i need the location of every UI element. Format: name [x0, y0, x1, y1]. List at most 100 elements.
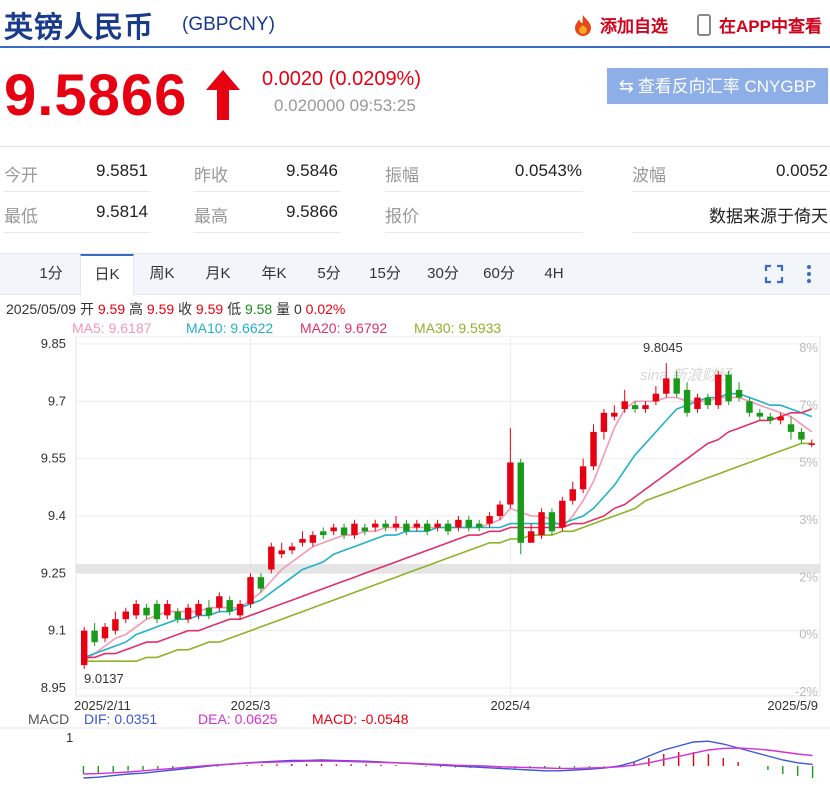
- reverse-rate-button[interactable]: ⇆ 查看反向汇率 CNYGBP: [607, 68, 828, 104]
- price-change: 0.0020 (0.0209%): [262, 68, 422, 90]
- tab-yearly-k[interactable]: 年K: [261, 265, 287, 282]
- candle-body: [153, 603, 161, 620]
- candle-body: [767, 416, 774, 421]
- pct-tick-label: 0%: [799, 627, 818, 642]
- x-axis-labels: 2025/2/11 2025/3 2025/4 2025/5/9: [74, 698, 818, 713]
- kline-chart[interactable]: sina 新浪财经 9.859.79.559.49.259.18.95 8%7%…: [0, 336, 830, 792]
- candle-body: [132, 603, 140, 616]
- divider: [0, 146, 830, 147]
- pair-name: 英镑人民币: [4, 12, 155, 44]
- pct-tick-label: 2%: [799, 569, 818, 584]
- candle-body: [694, 397, 701, 409]
- y-tick-label: 9.1: [48, 623, 66, 638]
- candle-body: [247, 577, 254, 604]
- open-in-app-label: 在APP中查看: [719, 17, 822, 36]
- candle-body: [704, 397, 712, 406]
- wave-value: 0.0052: [776, 161, 828, 180]
- up-arrow-icon: [206, 70, 240, 120]
- x-tick-label: 2025/4: [490, 698, 530, 713]
- pct-tick-label: -2%: [795, 684, 819, 699]
- candle-info: 2025/05/09 开 9.59 高 9.59 收 9.59 低 9.58 量…: [6, 299, 345, 319]
- y-tick-label: 9.25: [41, 565, 66, 580]
- candle-body: [392, 523, 400, 528]
- more-menu-icon[interactable]: [802, 264, 816, 284]
- open-in-app-button[interactable]: 在APP中查看: [697, 12, 822, 37]
- row-line: [194, 191, 340, 192]
- pair-code: (GBPCNY): [182, 14, 275, 35]
- change-time: 0.020000 09:53:25: [274, 96, 416, 115]
- candle-body: [756, 412, 764, 417]
- candle-body: [746, 401, 753, 413]
- y-tick-label: 9.7: [48, 393, 66, 408]
- candle-body: [195, 603, 202, 616]
- candle-body: [330, 527, 337, 532]
- candle-body: [320, 531, 327, 536]
- tab-60min[interactable]: 60分: [483, 265, 515, 282]
- candle-body: [423, 523, 431, 532]
- swap-icon: ⇆: [618, 76, 634, 96]
- macd-dea: DEA: 0.0625: [198, 711, 278, 727]
- candle-body: [257, 577, 265, 589]
- prev-close-value: 9.5846: [286, 161, 338, 180]
- y-tick-label: 9.4: [48, 508, 66, 523]
- wave-label: 波幅: [632, 166, 666, 185]
- macd-chart: [82, 740, 814, 779]
- candle-body: [538, 512, 545, 536]
- candle-body: [184, 607, 192, 620]
- y-axis-labels: 9.85 9.7 9.55 9.4 9.25 9.1 8.95: [41, 336, 66, 695]
- tab-1min[interactable]: 1分: [39, 265, 63, 282]
- pct-tick-label: 5%: [799, 455, 818, 470]
- info-open: 9.59: [97, 301, 126, 317]
- candle-body: [288, 546, 296, 551]
- tab-weekly-k[interactable]: 周K: [149, 265, 175, 282]
- tab-4h[interactable]: 4H: [544, 265, 564, 282]
- candle-body: [164, 603, 171, 616]
- prev-close-label: 昨收: [194, 166, 228, 185]
- row-line: [632, 232, 830, 233]
- candle-body: [112, 619, 119, 631]
- candle-body: [236, 603, 244, 616]
- candle-body: [548, 512, 556, 532]
- macd-dea-line: [83, 747, 813, 775]
- candle-body: [372, 523, 379, 528]
- candle-body: [444, 523, 452, 532]
- candle-body: [496, 504, 504, 516]
- candle-body: [517, 462, 524, 543]
- tab-daily-k[interactable]: 日K: [80, 254, 134, 295]
- info-low-label: 低: [227, 301, 242, 317]
- tab-5min[interactable]: 5分: [317, 265, 341, 282]
- macd-axis-tick: 1: [66, 730, 73, 745]
- watermark-band: [76, 564, 820, 573]
- candle-body: [642, 405, 649, 409]
- candle-body: [621, 401, 628, 409]
- info-percent: 0.02%: [305, 301, 346, 317]
- add-favorite-label: 添加自选: [600, 17, 668, 36]
- period-tabs: 1分 日K 周K 月K 年K 5分 15分 30分 60分 4H: [0, 253, 830, 295]
- current-price: 9.5866: [4, 63, 188, 128]
- y-tick-label: 8.95: [41, 680, 66, 695]
- amplitude-value: 0.0543%: [514, 161, 582, 180]
- fullscreen-icon[interactable]: [764, 264, 784, 284]
- candle-body: [569, 489, 576, 501]
- grid: [76, 336, 820, 696]
- tab-15min[interactable]: 15分: [369, 265, 401, 282]
- info-close-label: 收: [178, 301, 193, 317]
- candle-body: [91, 630, 98, 643]
- macd-dif-line: [83, 740, 813, 779]
- tab-monthly-k[interactable]: 月K: [205, 265, 231, 282]
- candle-body: [382, 523, 389, 528]
- info-date: 2025/05/09: [6, 301, 77, 317]
- tab-30min[interactable]: 30分: [427, 265, 459, 282]
- candle-body: [434, 523, 441, 528]
- candle-body: [226, 600, 233, 612]
- candle-body: [787, 424, 795, 432]
- candle-body: [611, 412, 618, 417]
- page-header: 英镑人民币 (GBPCNY) 添加自选 在APP中查看: [0, 0, 830, 48]
- candle-body: [631, 405, 639, 409]
- candle-body: [268, 546, 275, 570]
- macd-dif: DIF: 0.0351: [84, 711, 157, 727]
- flame-icon: [575, 15, 591, 36]
- candle-body: [216, 596, 223, 608]
- candle-body: [465, 519, 473, 528]
- add-favorite-button[interactable]: 添加自选: [572, 12, 668, 37]
